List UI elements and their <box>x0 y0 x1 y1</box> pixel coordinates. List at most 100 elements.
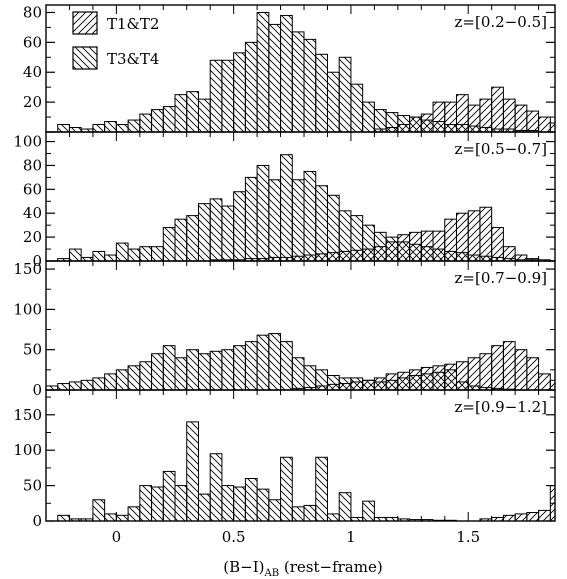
bar-t1t2 <box>514 104 528 132</box>
bar-t3t4 <box>115 369 129 390</box>
bar-t3t4 <box>409 374 422 390</box>
bar-t3t4 <box>291 357 305 390</box>
x-axis-title: (B−I)AB (rest−frame) <box>223 558 382 579</box>
bar-t3t4 <box>57 124 70 132</box>
bar-t3t4 <box>139 113 153 132</box>
x-tick-label: 0.5 <box>222 528 246 546</box>
bar-t3t4 <box>455 252 469 261</box>
bar-t1t2 <box>502 514 516 521</box>
y-tick-label: 80 <box>23 3 42 21</box>
bar-t3t4 <box>115 242 129 261</box>
bar-t1t2 <box>479 206 493 261</box>
bar-t3t4 <box>139 361 153 390</box>
bar-t3t4 <box>280 341 293 390</box>
panel-redshift-label: z=[0.9−1.2] <box>455 398 547 416</box>
panel-group: 20 40 60 80 z=[0.2−0.5] 0 20 40 60 80 100 z=[0.5−0.… <box>13 3 567 530</box>
y-tick-label: 0 <box>32 252 42 270</box>
bar-t3t4 <box>256 488 270 521</box>
bar-t3t4 <box>162 345 176 390</box>
legend-swatch-t3t4 <box>72 46 98 70</box>
bar-t3t4 <box>197 203 211 261</box>
bar-t3t4 <box>92 250 106 261</box>
y-tick-label: 40 <box>23 63 42 81</box>
bar-t3t4 <box>338 210 352 261</box>
bar-t3t4 <box>139 485 153 521</box>
bar-t3t4 <box>92 377 106 390</box>
bar-t3t4 <box>362 224 375 261</box>
bar-t1t2 <box>491 227 504 261</box>
bar-t1t2 <box>526 357 540 390</box>
legend: T1&T2 T3&T4 <box>72 11 159 70</box>
panel-redshift-label: z=[0.7−0.9] <box>455 269 547 287</box>
bar-t3t4 <box>233 191 246 261</box>
y-tick-label: 50 <box>23 341 42 359</box>
bar-t3t4 <box>162 227 176 261</box>
bar-t3t4 <box>444 124 457 132</box>
panel-redshift-label: z=[0.5−0.7] <box>455 140 547 158</box>
bar-t3t4 <box>303 38 317 132</box>
y-tick-label: 0 <box>32 512 42 530</box>
bar-t3t4 <box>291 506 305 521</box>
bar-t3t4 <box>315 185 328 261</box>
bar-t1t2 <box>549 379 555 390</box>
bar-t3t4 <box>244 176 258 261</box>
bar-t3t4 <box>326 374 340 390</box>
bar-t3t4 <box>209 198 223 261</box>
panel-1: 20 40 60 80 z=[0.2−0.5] <box>23 3 556 133</box>
bar-t3t4 <box>409 243 422 261</box>
bar-t3t4 <box>315 456 328 521</box>
bar-t1t2 <box>538 116 551 132</box>
bar-t3t4 <box>127 248 141 261</box>
bar-t3t4 <box>455 124 469 132</box>
bar-t3t4 <box>174 94 188 132</box>
bar-t3t4 <box>68 381 82 390</box>
bar-t1t2 <box>562 384 567 390</box>
bar-t3t4 <box>303 504 317 521</box>
bar-t3t4 <box>233 52 246 132</box>
bar-t1t2 <box>502 246 516 261</box>
bar-t3t4 <box>197 493 211 521</box>
bar-t3t4 <box>303 365 317 390</box>
bar-t3t4 <box>104 373 117 390</box>
y-tick-label: 20 <box>23 228 42 246</box>
bar-t1t2 <box>526 512 540 521</box>
panel-4: 0 50 100 150 z=[0.9−1.2] <box>13 389 556 530</box>
bar-t3t4 <box>209 350 223 390</box>
bar-t1t2 <box>502 98 516 132</box>
bar-t3t4 <box>385 379 399 390</box>
bar-t3t4 <box>397 241 411 261</box>
bar-t3t4 <box>139 246 153 261</box>
bar-t3t4 <box>256 11 270 132</box>
bar-t3t4 <box>92 124 106 132</box>
bar-t3t4 <box>455 381 469 390</box>
bar-t1t2 <box>526 110 540 132</box>
bar-t3t4 <box>467 125 481 132</box>
bar-t3t4 <box>174 218 188 261</box>
bar-t3t4 <box>350 215 364 261</box>
bar-t3t4 <box>444 250 457 261</box>
legend-swatch-t1t2 <box>72 11 98 35</box>
bar-t3t4 <box>268 499 282 521</box>
bar-t3t4 <box>104 513 117 521</box>
bar-t3t4 <box>362 500 375 521</box>
bar-t3t4 <box>57 383 70 390</box>
bar-t3t4 <box>385 112 399 132</box>
y-tick-label: 150 <box>13 406 42 424</box>
bar-t3t4 <box>280 456 293 521</box>
bar-t3t4 <box>315 369 328 390</box>
bar-t3t4 <box>397 115 411 132</box>
bar-t3t4 <box>115 514 129 521</box>
bar-t3t4 <box>315 53 328 132</box>
bar-t1t2 <box>538 373 551 390</box>
bar-t3t4 <box>268 179 282 261</box>
bar-t3t4 <box>409 116 422 132</box>
bar-t3t4 <box>291 179 305 261</box>
bar-t3t4 <box>68 248 82 261</box>
bar-t3t4 <box>268 23 282 132</box>
y-tick-label: 0 <box>32 381 42 399</box>
y-tick-label: 20 <box>23 93 42 111</box>
bar-t1t2 <box>491 86 504 132</box>
bar-t3t4 <box>151 109 164 132</box>
bar-t3t4 <box>186 421 199 521</box>
